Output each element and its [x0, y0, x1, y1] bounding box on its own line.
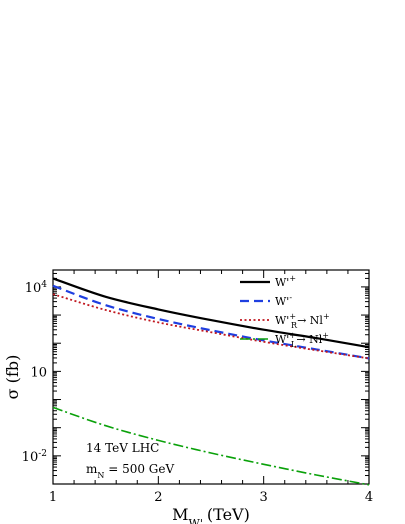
- series-curves: [52, 277, 370, 486]
- y-tick-labels: 104 10 10-2: [22, 280, 48, 465]
- x-tick-label: 4: [365, 490, 373, 505]
- x-tick-label: 2: [154, 490, 162, 505]
- x-tick-label: 1: [49, 490, 57, 505]
- annotation-mass: mN = 500 GeV: [86, 462, 174, 480]
- legend-label-1: W'+: [275, 274, 296, 289]
- legend: W'+ W'- W'+ R→ Nl+W'+ L→ Nl+: [240, 274, 330, 349]
- legend-label-3: W'+ R→ Nl+: [275, 312, 330, 330]
- y-tick-label: 10: [30, 365, 47, 380]
- series-line-2: [52, 284, 370, 360]
- x-axis-title: MW' (TeV): [172, 505, 250, 524]
- y-tick-label: 104: [25, 280, 48, 296]
- x-tick-label: 3: [260, 490, 268, 505]
- series-line-1: [52, 277, 370, 349]
- legend-label-4: W'+ L→ Nl+: [275, 331, 329, 349]
- series-line-3: [52, 293, 370, 360]
- series-line-4: [52, 406, 370, 486]
- plot-frame: [52, 269, 370, 485]
- annotation-energy: 14 TeV LHC: [86, 441, 159, 455]
- y-tick-label: 10-2: [22, 449, 47, 465]
- legend-label-2: W'-: [275, 293, 292, 308]
- x-tick-labels: 1 2 3 4: [49, 490, 373, 505]
- y-axis-title: σ (fb): [3, 355, 22, 400]
